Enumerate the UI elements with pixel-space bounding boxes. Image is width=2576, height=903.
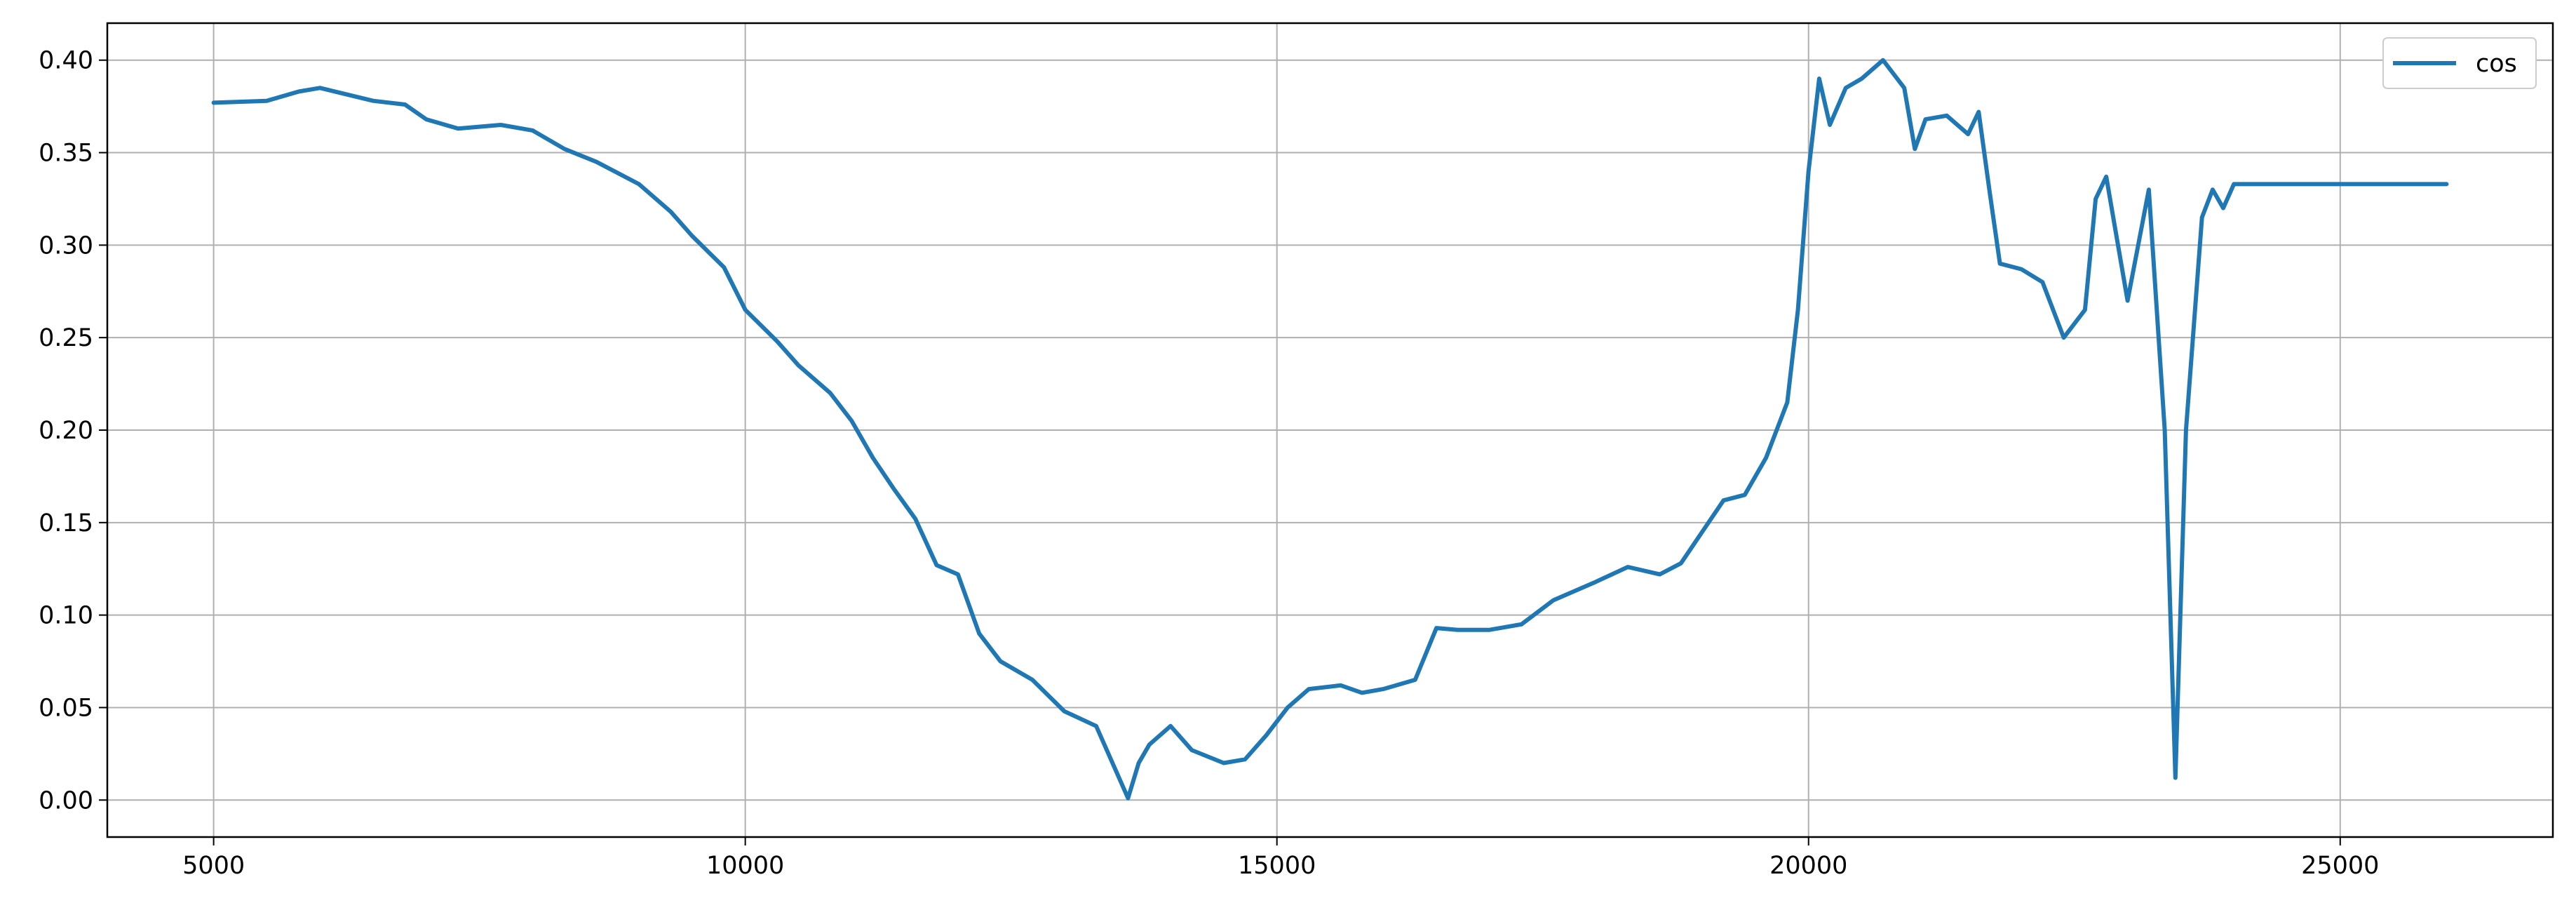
y-tick-label: 0.35	[39, 140, 93, 168]
y-tick-label: 0.10	[39, 602, 93, 630]
y-tick-label: 0.05	[39, 694, 93, 722]
legend-box	[2382, 37, 2537, 89]
legend: cos	[2382, 37, 2537, 89]
x-tick-label: 25000	[2301, 852, 2379, 880]
grid	[107, 23, 2553, 837]
legend-label-cos: cos	[2476, 50, 2517, 78]
y-tick-label: 0.30	[39, 232, 93, 260]
y-tick-label: 0.40	[39, 47, 93, 75]
y-tick-label: 0.25	[39, 324, 93, 352]
series-layer	[211, 58, 2449, 801]
x-tick-label: 10000	[706, 852, 784, 880]
y-tick-label: 0.15	[39, 509, 93, 537]
x-tick-label: 15000	[1238, 852, 1316, 880]
series-line-cos	[211, 58, 2449, 801]
x-tick-label: 20000	[1769, 852, 1847, 880]
x-tick-label: 5000	[182, 852, 245, 880]
axis-ticks: 5000 10000 15000 20000 25000 0.00 0.05 0.10 0.15…	[39, 47, 2379, 880]
y-tick-label: 0.20	[39, 417, 93, 445]
y-tick-label: 0.00	[39, 787, 93, 815]
